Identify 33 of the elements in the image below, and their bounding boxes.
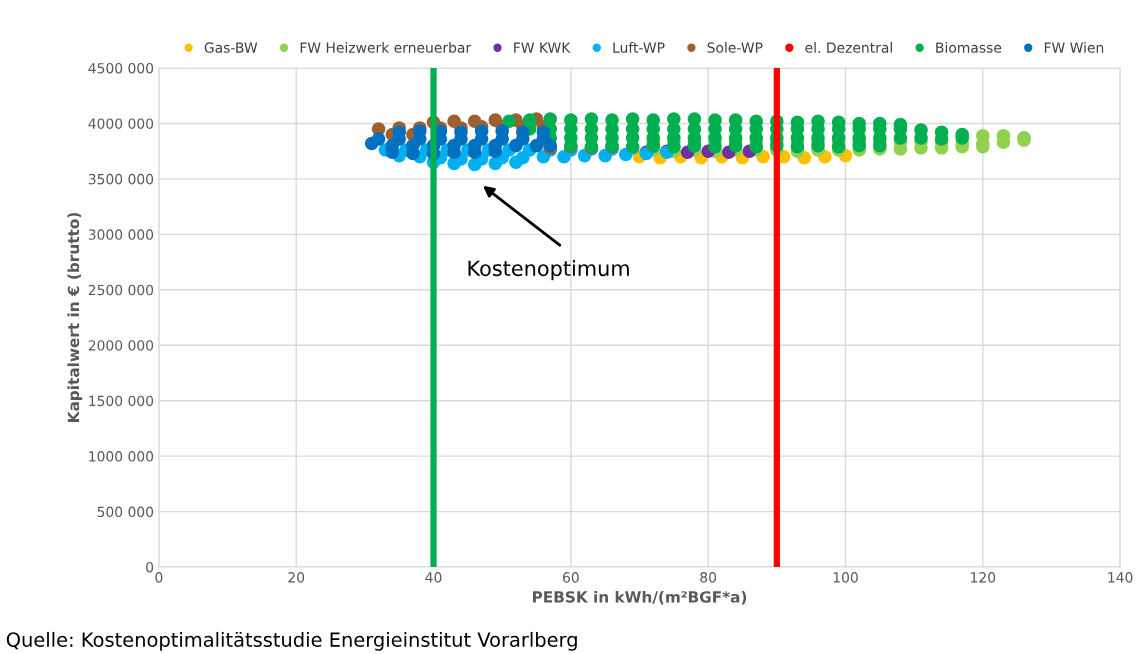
legend-label: Biomasse xyxy=(936,42,1002,53)
legend-label: FW Heizwerk erneuerbar xyxy=(300,42,472,53)
x-tick-label: 60 xyxy=(562,572,579,583)
x-tick-label: 100 xyxy=(833,572,858,583)
y-tick-label: 3000 000 xyxy=(88,229,154,240)
x-tick-label: 20 xyxy=(288,572,305,583)
point xyxy=(509,138,523,153)
y-tick-label: 2000 000 xyxy=(88,340,154,351)
x-tick-label: 0 xyxy=(155,572,163,583)
y-tick-label: 0 xyxy=(146,561,154,573)
point xyxy=(529,138,544,153)
x-tick-label: 120 xyxy=(971,572,996,583)
y-tick-label: 3500 000 xyxy=(88,173,154,185)
y-axis-title: Kapitalwert in € (brutto) xyxy=(67,213,83,422)
x-tick-label: 40 xyxy=(425,572,442,583)
x-axis-title: PEBSK in kWh/(m²BGF*a) xyxy=(532,590,747,605)
y-tick-label: 4000 000 xyxy=(88,118,154,129)
legend-label: FW Wien xyxy=(1044,42,1104,53)
x-tick-label: 140 xyxy=(1108,572,1133,583)
legend-label: Gas-BW xyxy=(204,42,258,53)
y-tick-label: 4500 000 xyxy=(88,62,154,74)
y-tick-label: 500 000 xyxy=(97,506,154,518)
point xyxy=(364,136,379,151)
x-tick-label: 80 xyxy=(700,572,717,583)
source-note: Quelle: Kostenoptimalitätsstudie Energieinstitut Vorarlberg xyxy=(6,631,577,651)
legend-label: FW KWK xyxy=(514,42,571,53)
y-tick-label: 1000 000 xyxy=(89,451,154,462)
y-tick-label: 2500 000 xyxy=(88,284,154,296)
annotation: Kostenoptimum xyxy=(468,260,629,281)
legend-label: Luft-WP xyxy=(613,42,665,53)
legend-label: Sole-WP xyxy=(707,42,763,53)
y-tick-label: 1500 000 xyxy=(89,395,154,407)
legend-label: el. Dezentral xyxy=(805,42,892,53)
